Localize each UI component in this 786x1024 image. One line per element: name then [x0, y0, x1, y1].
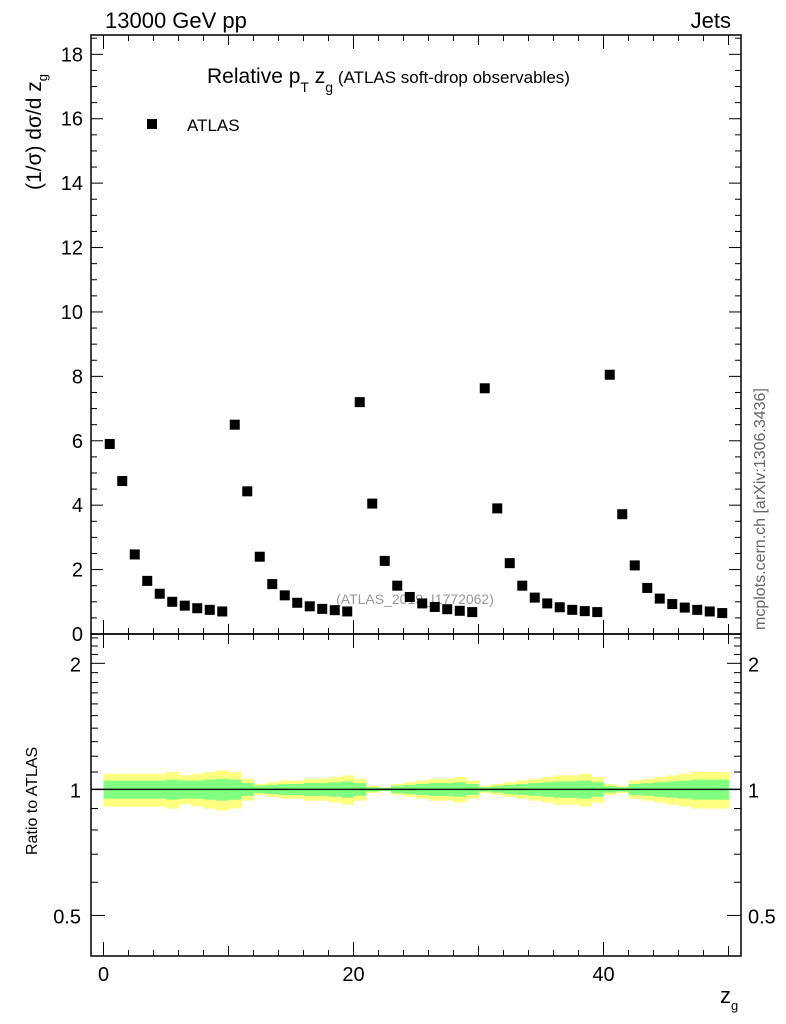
- data-point: [292, 597, 303, 608]
- data-point: [454, 605, 465, 616]
- data-point: [392, 580, 403, 591]
- x-tick-label: 20: [342, 964, 364, 986]
- data-point: [442, 604, 453, 615]
- ratio-y-tick-label: 0.5: [53, 906, 81, 928]
- data-point: [529, 592, 540, 603]
- data-point: [167, 596, 178, 607]
- data-point: [479, 383, 490, 394]
- y-tick-label: 16: [61, 109, 83, 131]
- data-point: [692, 604, 703, 615]
- data-point: [304, 601, 315, 612]
- data-point: [417, 598, 428, 609]
- main-title: Relative pT zg (ATLAS soft-drop observab…: [207, 65, 570, 95]
- data-point: [192, 603, 203, 614]
- y-tick-label: 12: [61, 238, 83, 260]
- data-point: [367, 498, 378, 509]
- data-point: [179, 600, 190, 611]
- xlabel-text: z: [720, 983, 731, 1008]
- ratio-ylabel: Ratio to ATLAS: [24, 747, 41, 855]
- data-point: [104, 438, 115, 449]
- data-point: [629, 560, 640, 571]
- data-point: [379, 555, 390, 566]
- title-sub: T: [300, 79, 309, 95]
- side-source-label: mcplots.cern.ch [arXiv:1306.3436]: [752, 388, 769, 630]
- ratio-y-tick-label-right: 2: [748, 654, 759, 676]
- data-point: [554, 602, 565, 613]
- x-tick-label: 0: [98, 964, 109, 986]
- y-tick-label: 4: [72, 495, 83, 517]
- data-point: [579, 606, 590, 617]
- data-point: [517, 580, 528, 591]
- data-point: [617, 509, 628, 520]
- ratio-panel: 0 20 40 0.5 0.5 1 1 2 2: [53, 633, 776, 986]
- data-point: [329, 605, 340, 616]
- data-point: [492, 503, 503, 514]
- data-point: [654, 593, 665, 604]
- x-tick-label: 40: [592, 964, 614, 986]
- data-point: [467, 607, 478, 618]
- xlabel-sub: g: [731, 998, 738, 1013]
- main-ylabel-text: (1/σ) dσ/d z: [23, 81, 46, 190]
- y-tick-label: 2: [72, 560, 83, 582]
- data-point: [242, 486, 253, 497]
- data-point: [204, 604, 215, 615]
- data-point: [117, 476, 128, 487]
- data-point: [279, 590, 290, 601]
- header-right-label: Jets: [691, 8, 731, 33]
- data-point: [679, 602, 690, 613]
- ratio-y-tick-label: 1: [70, 780, 81, 802]
- y-tick-label: 14: [61, 173, 83, 195]
- y-tick-label: 8: [72, 366, 83, 388]
- data-point: [504, 558, 515, 569]
- data-point: [342, 606, 353, 617]
- data-point: [592, 607, 603, 618]
- y-tick-label: 0: [72, 624, 83, 646]
- data-point: [604, 369, 615, 380]
- data-point: [317, 603, 328, 614]
- legend-label: ATLAS: [187, 116, 240, 135]
- ratio-y-tick-label: 2: [70, 654, 81, 676]
- data-point: [129, 549, 140, 560]
- data-point: [229, 419, 240, 430]
- data-point: [254, 551, 265, 562]
- data-point: [404, 591, 415, 602]
- data-point: [542, 598, 553, 609]
- data-point: [717, 608, 728, 619]
- data-point: [154, 588, 165, 599]
- ratio-y-tick-label-right: 1: [748, 780, 759, 802]
- data-point: [704, 606, 715, 617]
- main-panel: 0 2 4 6 8 10 12 14 16 18: [61, 34, 742, 646]
- header-left-label: 13000 GeV pp: [105, 8, 247, 33]
- title-sub2: g: [325, 79, 333, 95]
- analysis-watermark: (ATLAS_2019_I1772062): [336, 591, 494, 607]
- data-point: [142, 575, 153, 586]
- data-point: [217, 606, 228, 617]
- y-tick-label: 10: [61, 302, 83, 324]
- ratio-frame: [90, 633, 742, 957]
- main-ylabel: (1/σ) dσ/d zg: [23, 74, 50, 190]
- data-point: [667, 599, 678, 610]
- title-mid: z: [309, 65, 325, 88]
- xlabel: zg: [720, 983, 738, 1013]
- y-tick-label: 18: [61, 44, 83, 66]
- data-point: [354, 397, 365, 408]
- main-ylabel-sub: g: [35, 74, 50, 81]
- title-rest: (ATLAS soft-drop observables): [333, 68, 570, 87]
- data-point: [267, 579, 278, 590]
- data-point: [429, 601, 440, 612]
- data-point: [642, 582, 653, 593]
- y-tick-label: 6: [72, 431, 83, 453]
- data-point: [567, 604, 578, 615]
- legend-marker: [147, 119, 157, 129]
- ratio-y-tick-label-right: 0.5: [748, 906, 776, 928]
- title-main: Relative p: [207, 65, 300, 88]
